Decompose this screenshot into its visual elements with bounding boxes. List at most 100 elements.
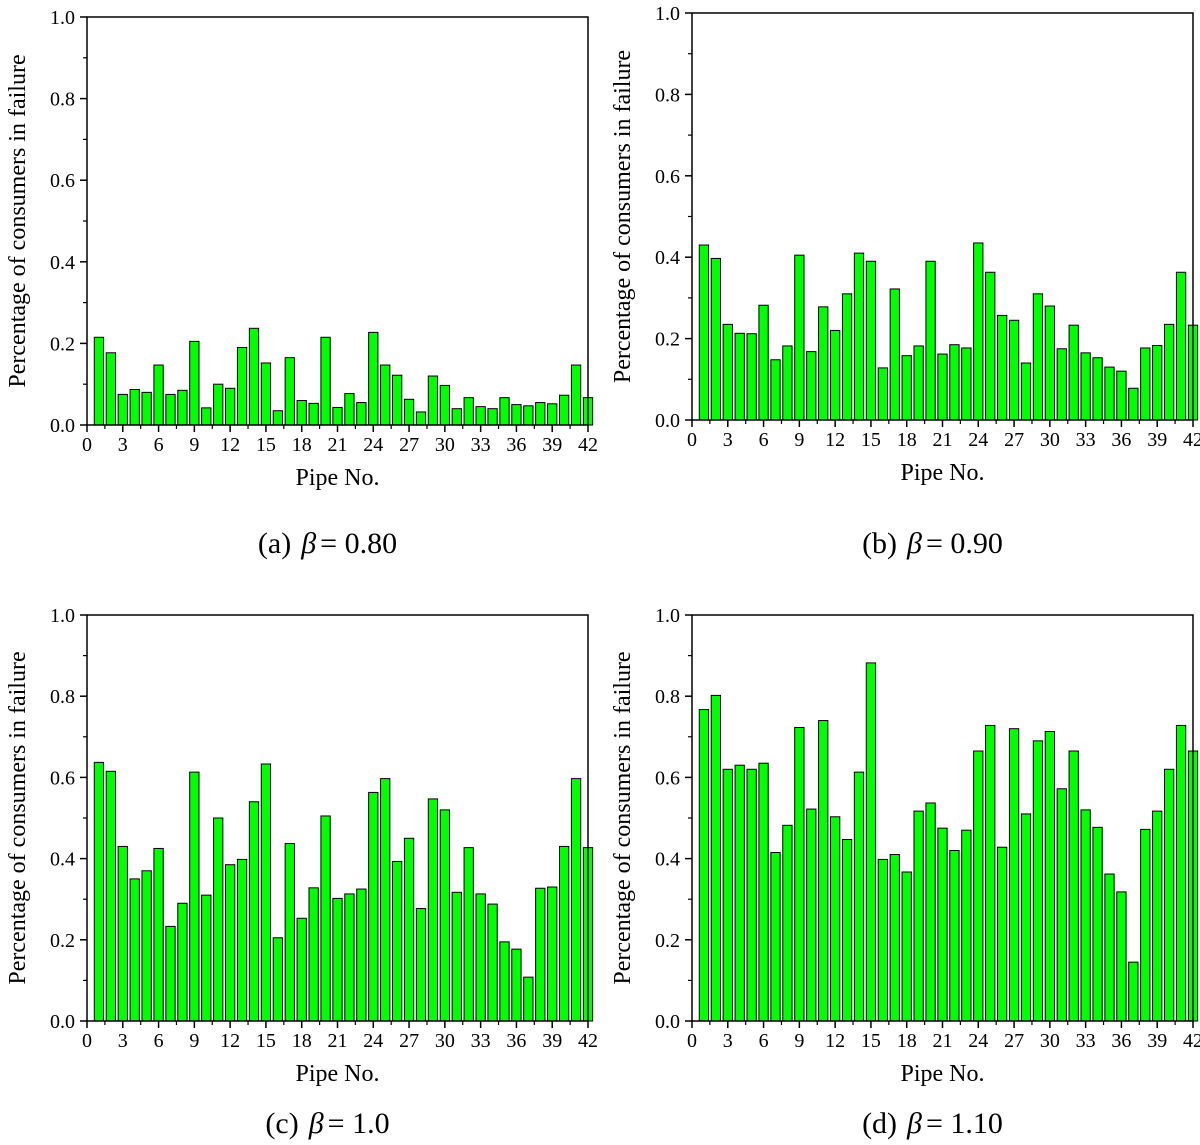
x-tick-label: 36 bbox=[506, 1030, 526, 1052]
bar-pipe-22 bbox=[344, 393, 355, 426]
bar-pipe-39 bbox=[1152, 810, 1163, 1022]
y-tick-label: 0.6 bbox=[50, 170, 75, 192]
bar-pipe-10 bbox=[201, 407, 212, 426]
bar-pipe-23 bbox=[356, 888, 367, 1022]
x-tick-label: 36 bbox=[506, 434, 526, 456]
y-axis-label: Percentage of consumers in failure bbox=[5, 651, 31, 984]
x-tick-label: 30 bbox=[1040, 429, 1060, 451]
bar-pipe-40 bbox=[1163, 323, 1175, 421]
y-tick-label: 0.8 bbox=[50, 686, 75, 708]
x-tick-label: 18 bbox=[292, 434, 312, 456]
x-axis-label: Pipe No. bbox=[901, 460, 985, 486]
bar-pipe-18 bbox=[296, 917, 307, 1022]
bar-pipe-7 bbox=[770, 359, 781, 421]
bar-pipe-17 bbox=[889, 854, 900, 1022]
bar-pipe-19 bbox=[308, 887, 319, 1022]
x-tick-label: 9 bbox=[189, 434, 199, 456]
y-axis: 0.0 0.2 0.4 0.6 0.8 1.0 bbox=[655, 605, 692, 1033]
caption-prefix: (b) bbox=[862, 527, 897, 560]
bar-pipe-4 bbox=[129, 878, 140, 1022]
bar-pipe-27 bbox=[403, 398, 415, 426]
x-tick-label: 15 bbox=[256, 434, 276, 456]
bar-pipe-18 bbox=[901, 355, 912, 421]
x-axis-label: Pipe No. bbox=[296, 1061, 380, 1087]
bar-pipe-38 bbox=[535, 402, 546, 426]
x-tick-label: 15 bbox=[861, 429, 881, 451]
bar-pipe-19 bbox=[913, 345, 924, 421]
x-tick-label: 12 bbox=[825, 429, 845, 451]
bar-pipe-9 bbox=[794, 254, 805, 421]
bar-pipe-31 bbox=[1056, 348, 1067, 421]
bar-pipe-4 bbox=[734, 764, 745, 1022]
bar-pipe-2 bbox=[710, 694, 722, 1022]
bar-pipe-14 bbox=[853, 771, 865, 1022]
bar-pipe-34 bbox=[1092, 357, 1103, 421]
bar-pipe-5 bbox=[746, 333, 757, 421]
x-tick-label: 0 bbox=[82, 434, 92, 456]
bar-pipe-21 bbox=[937, 353, 948, 421]
bar-pipe-28 bbox=[1020, 362, 1032, 421]
bar-pipe-32 bbox=[1068, 750, 1079, 1022]
x-tick-label: 24 bbox=[968, 429, 988, 451]
y-tick-label: 0.4 bbox=[50, 849, 75, 871]
y-tick-label: 0.0 bbox=[50, 1011, 75, 1033]
bar-pipe-12 bbox=[829, 816, 841, 1022]
x-tick-label: 18 bbox=[292, 1030, 312, 1052]
bar-pipe-8 bbox=[177, 902, 188, 1022]
y-tick-label: 0.0 bbox=[655, 1011, 680, 1033]
bar-pipe-2 bbox=[710, 257, 722, 421]
bar-pipe-19 bbox=[913, 810, 924, 1022]
caption-value: = 0.80 bbox=[320, 527, 397, 560]
x-tick-label: 18 bbox=[897, 1030, 917, 1052]
bar-pipe-1 bbox=[93, 761, 105, 1022]
bar-pipe-27 bbox=[1008, 728, 1020, 1022]
x-tick-label: 33 bbox=[1076, 1030, 1096, 1052]
x-tick-label: 12 bbox=[220, 1030, 240, 1052]
x-tick-label: 0 bbox=[82, 1030, 92, 1052]
bar-pipe-5 bbox=[746, 768, 757, 1022]
y-tick-label: 0.8 bbox=[50, 89, 75, 111]
bar-pipe-7 bbox=[770, 852, 781, 1022]
bar-pipe-24 bbox=[368, 331, 379, 426]
caption-beta-symbol: β bbox=[308, 1107, 324, 1140]
x-tick-label: 6 bbox=[759, 429, 769, 451]
x-tick-label: 18 bbox=[897, 429, 917, 451]
x-tick-label: 3 bbox=[723, 1030, 733, 1052]
bar-pipe-37 bbox=[523, 405, 534, 426]
y-tick-label: 1.0 bbox=[50, 605, 75, 627]
bar-pipe-4 bbox=[734, 332, 745, 421]
x-tick-label: 12 bbox=[220, 434, 240, 456]
x-tick-label: 39 bbox=[542, 434, 562, 456]
bar-pipe-10 bbox=[806, 808, 817, 1022]
bar-pipe-1 bbox=[93, 336, 105, 426]
x-tick-label: 39 bbox=[1147, 1030, 1167, 1052]
x-tick-label: 30 bbox=[1040, 1030, 1060, 1052]
bar-pipe-16 bbox=[877, 367, 889, 421]
bar-pipe-30 bbox=[1044, 731, 1055, 1022]
bar-pipe-34 bbox=[487, 408, 498, 426]
bar-pipe-16 bbox=[272, 937, 284, 1022]
y-tick-label: 0.6 bbox=[655, 166, 680, 188]
bar-pipe-14 bbox=[248, 327, 260, 426]
y-tick-label: 0.6 bbox=[655, 767, 680, 789]
y-tick-label: 0.2 bbox=[50, 333, 75, 355]
x-tick-label: 30 bbox=[435, 1030, 455, 1052]
x-tick-label: 30 bbox=[435, 434, 455, 456]
y-axis-label: Percentage of consumers in failure bbox=[610, 651, 636, 984]
bar-pipe-34 bbox=[1092, 826, 1103, 1022]
caption-beta-symbol: β bbox=[906, 527, 922, 560]
bar-pipe-21 bbox=[332, 897, 343, 1022]
bar-pipe-29 bbox=[1032, 740, 1044, 1022]
bar-pipe-28 bbox=[1020, 813, 1032, 1022]
bar-pipe-28 bbox=[415, 411, 427, 426]
x-tick-label: 6 bbox=[759, 1030, 769, 1052]
bar-pipe-41 bbox=[570, 364, 582, 426]
bar-pipe-25 bbox=[380, 778, 391, 1022]
bar-pipe-31 bbox=[1056, 788, 1067, 1022]
y-tick-label: 0.6 bbox=[50, 767, 75, 789]
y-tick-label: 1.0 bbox=[50, 7, 75, 29]
bar-pipe-21 bbox=[937, 827, 948, 1022]
bar-pipe-8 bbox=[782, 824, 793, 1022]
x-tick-label: 42 bbox=[1183, 429, 1200, 451]
x-tick-label: 27 bbox=[399, 434, 419, 456]
